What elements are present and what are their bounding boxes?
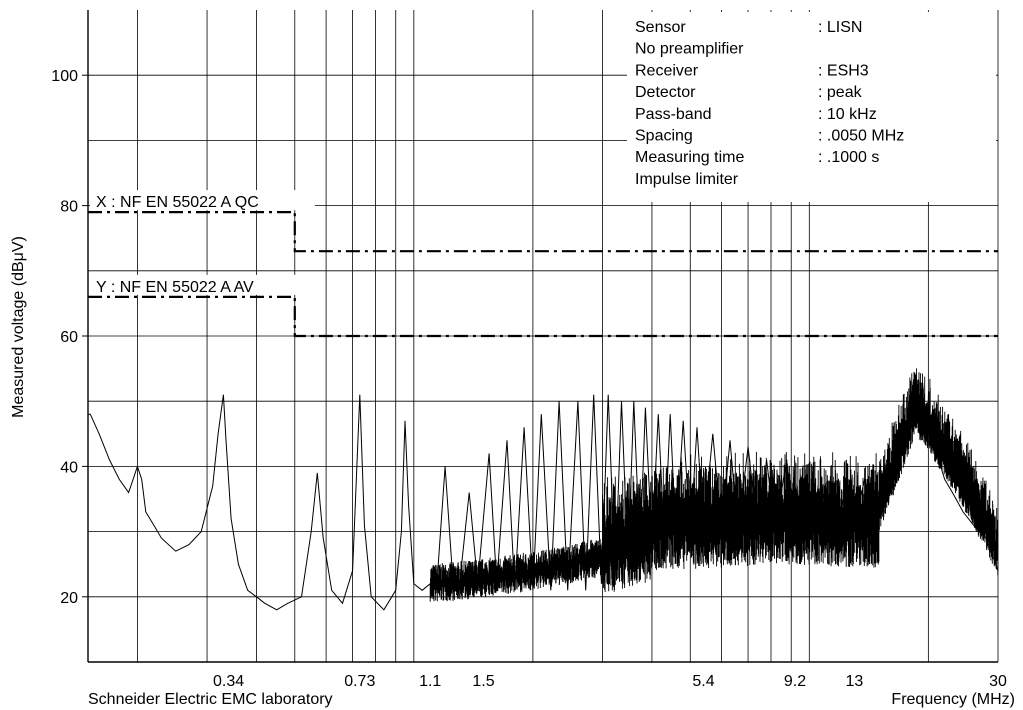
limit-line-av	[88, 295, 998, 338]
info-value: : .1000 s	[818, 149, 879, 166]
x-tick-label: 13	[845, 673, 863, 690]
x-tick-label: 0.34	[213, 673, 244, 690]
y-axis-label: Measured voltage (dBμV)	[10, 236, 27, 418]
axes-frame: 20 40 60 80 100 0.34 0.73 1.1 1.5 5.4 9.2 13 30	[51, 10, 1007, 690]
y-tick-label: 60	[60, 329, 78, 346]
limit-lines: X : NF EN 55022 A QC Y : NF EN 55022 A AV	[88, 190, 998, 338]
info-value: : peak	[818, 84, 863, 101]
info-key: No preamplifier	[635, 41, 744, 58]
info-key: Pass-band	[635, 106, 712, 123]
info-key: Measuring time	[635, 149, 744, 166]
info-key: Detector	[635, 84, 696, 101]
x-tick-label: 9.2	[784, 673, 806, 690]
x-tick-label: 1.1	[419, 673, 441, 690]
axis-labels: Measured voltage (dBμV) Frequency (MHz) …	[10, 236, 1015, 708]
x-tick-label: 30	[989, 673, 1007, 690]
info-value: : .0050 MHz	[818, 128, 904, 145]
measurement-info-box: Sensor : LISN No preamplifier Receiver : ESH…	[627, 12, 996, 202]
x-tick-label: 5.4	[692, 673, 714, 690]
x-axis-label: Frequency (MHz)	[891, 691, 1015, 708]
y-tick-label: 40	[60, 459, 78, 476]
info-key: Receiver	[635, 62, 699, 79]
limit-label-bg	[90, 190, 315, 211]
x-tick-label: 0.73	[344, 673, 375, 690]
limit-label-bg	[90, 274, 315, 295]
footer-lab-name: Schneider Electric EMC laboratory	[88, 691, 333, 708]
limit-label: X : NF EN 55022 A QC	[96, 194, 259, 211]
info-key: Impulse limiter	[635, 171, 739, 188]
y-tick-label: 100	[51, 68, 78, 85]
info-box-bg	[627, 12, 996, 202]
measurement-noise-band	[429, 368, 999, 602]
info-value: : LISN	[818, 19, 862, 36]
measurement-traces	[88, 368, 999, 611]
y-tick-label: 80	[60, 199, 78, 216]
x-tick-label: 1.5	[472, 673, 494, 690]
info-key: Spacing	[635, 128, 693, 145]
limit-label: Y : NF EN 55022 A AV	[96, 279, 254, 296]
info-value: : 10 kHz	[818, 106, 877, 123]
info-key: Sensor	[635, 19, 686, 36]
info-value: : ESH3	[818, 62, 869, 79]
limit-line-qc	[88, 211, 998, 253]
y-tick-label: 20	[60, 590, 78, 607]
